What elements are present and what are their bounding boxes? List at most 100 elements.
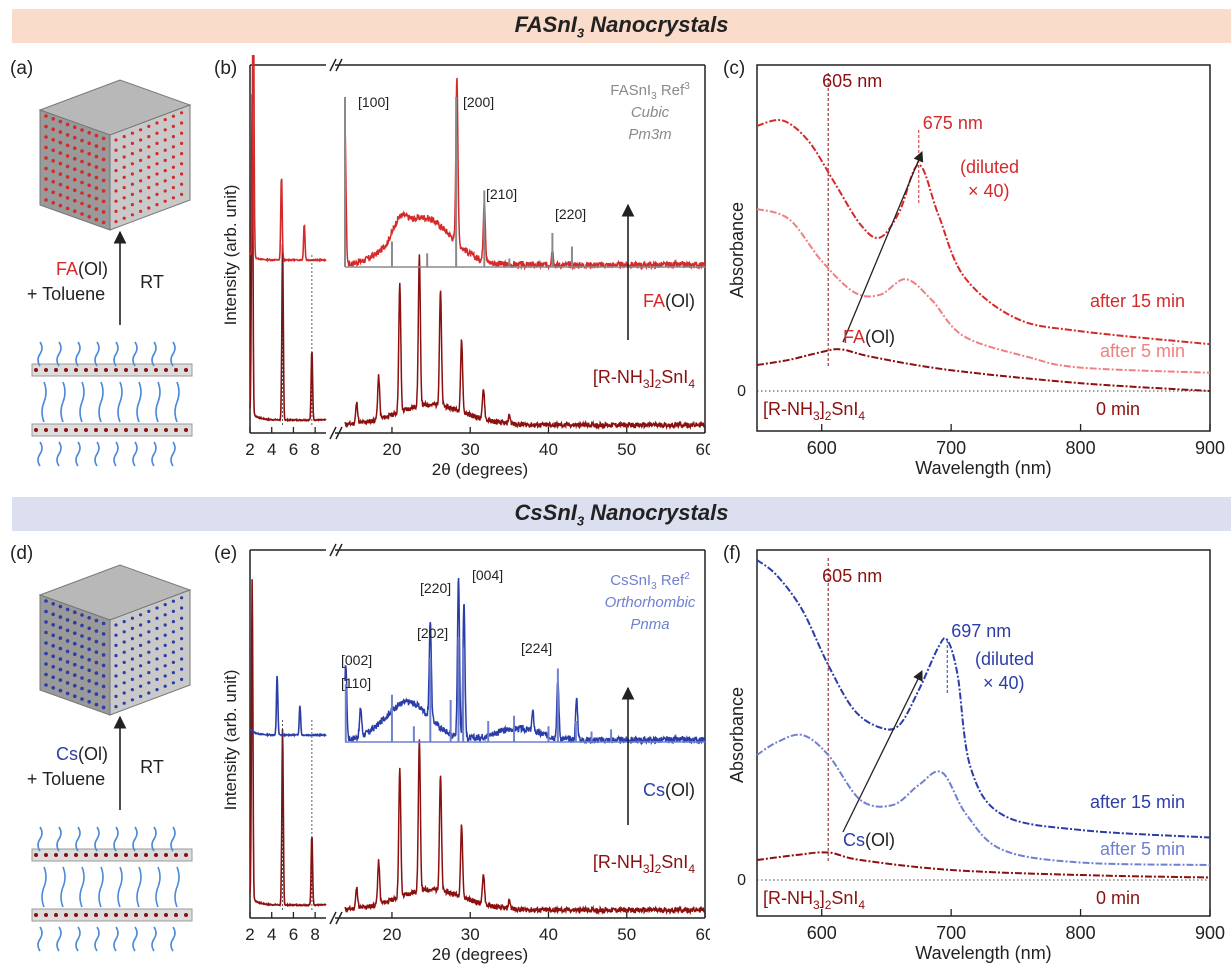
ligand-chain [113, 341, 119, 367]
atom-dot [44, 599, 48, 603]
x-tick-label: 6 [289, 925, 298, 944]
panel-label-d: (d) [10, 543, 34, 564]
atom-dot [73, 188, 77, 192]
atom-dot [94, 681, 99, 686]
precursor-part: [R-NH [763, 399, 813, 419]
reagent-label: Cs(Ol) [56, 744, 108, 764]
atom-dot [163, 664, 167, 668]
atom-dot [101, 632, 106, 636]
ligand-chain [37, 441, 43, 467]
layer-atom [64, 853, 68, 857]
inorganic-layer [31, 848, 193, 862]
layer-atom [124, 853, 128, 857]
atom-dot [114, 209, 118, 213]
dilution-note-line2: × 40) [968, 181, 1010, 201]
panel-label-f: (f) [723, 543, 741, 564]
atom-dot [87, 173, 91, 177]
atom-dot [114, 705, 118, 709]
layer-atom [84, 428, 88, 432]
layer-atom [44, 853, 48, 857]
ligand-chain [98, 866, 104, 908]
atom-dot [171, 186, 175, 190]
panel-label-e: (e) [214, 543, 238, 564]
atom-dot [171, 145, 175, 149]
y-axis-title: Absorbance [727, 202, 747, 298]
solvent-label: + Toluene [27, 284, 105, 304]
banner-title: FASnI3 Nanocrystals [514, 11, 729, 41]
reagent-ligand: (Ol) [78, 259, 108, 279]
atom-dot [80, 180, 84, 185]
atom-dot [163, 199, 167, 203]
arrow-ligand: (Ol) [865, 830, 895, 850]
atom-dot [155, 637, 159, 641]
layer-atom [104, 853, 108, 857]
atom-dot [114, 179, 118, 183]
ligand-chain [56, 926, 62, 952]
atom-dot [101, 621, 106, 626]
ligand-chain [132, 341, 138, 367]
ligand-chain [136, 866, 142, 908]
atom-dot [80, 623, 84, 628]
precursor-label: [R-NH3]2SnI4 [593, 852, 695, 876]
atom-dot [51, 148, 55, 153]
atom-dot [147, 650, 151, 654]
layer-atom [54, 428, 58, 432]
atom-dot [44, 683, 48, 687]
product-label: Cs(Ol) [643, 780, 695, 800]
atom-dot [139, 209, 143, 213]
layer-atom [114, 428, 118, 432]
atom-dot [147, 145, 151, 149]
atom-dot [51, 190, 55, 195]
atom-dot [139, 674, 143, 678]
atom-dot [180, 182, 184, 186]
atom-dot [51, 612, 55, 617]
layer-atom [44, 368, 48, 372]
x-tick-label: 2 [245, 440, 254, 459]
atom-dot [87, 647, 91, 652]
panel-label-b: (b) [214, 58, 238, 79]
atom-dot [130, 657, 134, 661]
y-axis-title: Absorbance [727, 687, 747, 783]
panel-label-a: (a) [10, 58, 34, 79]
atom-dot [122, 691, 126, 695]
precursor-part: [R-NH [593, 852, 643, 872]
atom-dot [87, 637, 91, 641]
atom-dot [44, 662, 48, 666]
precursor-label: [R-NH3]2SnI4 [593, 367, 695, 391]
axis-break-mark [329, 543, 337, 557]
atom-dot [51, 117, 55, 121]
absorbance-chart-fa: 600 700 800 900 Wavelength (nm) Absorbance 0 60… [727, 64, 1225, 478]
atom-dot [58, 130, 63, 134]
layer-atom [184, 368, 188, 372]
atom-dot [94, 196, 99, 201]
ligand-chain [155, 866, 161, 908]
atom-dot [44, 630, 48, 635]
precursor-sub: 2 [655, 862, 662, 876]
atom-dot [73, 156, 77, 161]
atom-dot [87, 141, 91, 146]
peak-label: [202] [417, 625, 448, 641]
atom-dot [171, 165, 175, 169]
atom-dot [101, 705, 106, 710]
precursor-part: SnI [661, 852, 688, 872]
atom-dot [94, 175, 99, 180]
atom-dot [87, 658, 91, 662]
axis-break-mark [329, 58, 337, 72]
atom-dot [80, 686, 84, 691]
atom-dot [80, 665, 84, 670]
x-tick-label: 60 [696, 925, 710, 944]
plot-frame [756, 64, 1211, 432]
ligand-chain [132, 826, 138, 852]
x-tick-label: 700 [936, 923, 966, 943]
atom-dot [51, 159, 55, 163]
atom-dot [130, 626, 134, 630]
atom-dot [122, 155, 126, 159]
layer-atom [44, 428, 48, 432]
x-tick-label: 8 [310, 925, 319, 944]
atom-dot [101, 220, 106, 225]
ligand-chain [174, 866, 180, 908]
axis-break-mark [335, 58, 343, 72]
atom-dot [58, 646, 63, 651]
atom-dot [180, 172, 184, 176]
